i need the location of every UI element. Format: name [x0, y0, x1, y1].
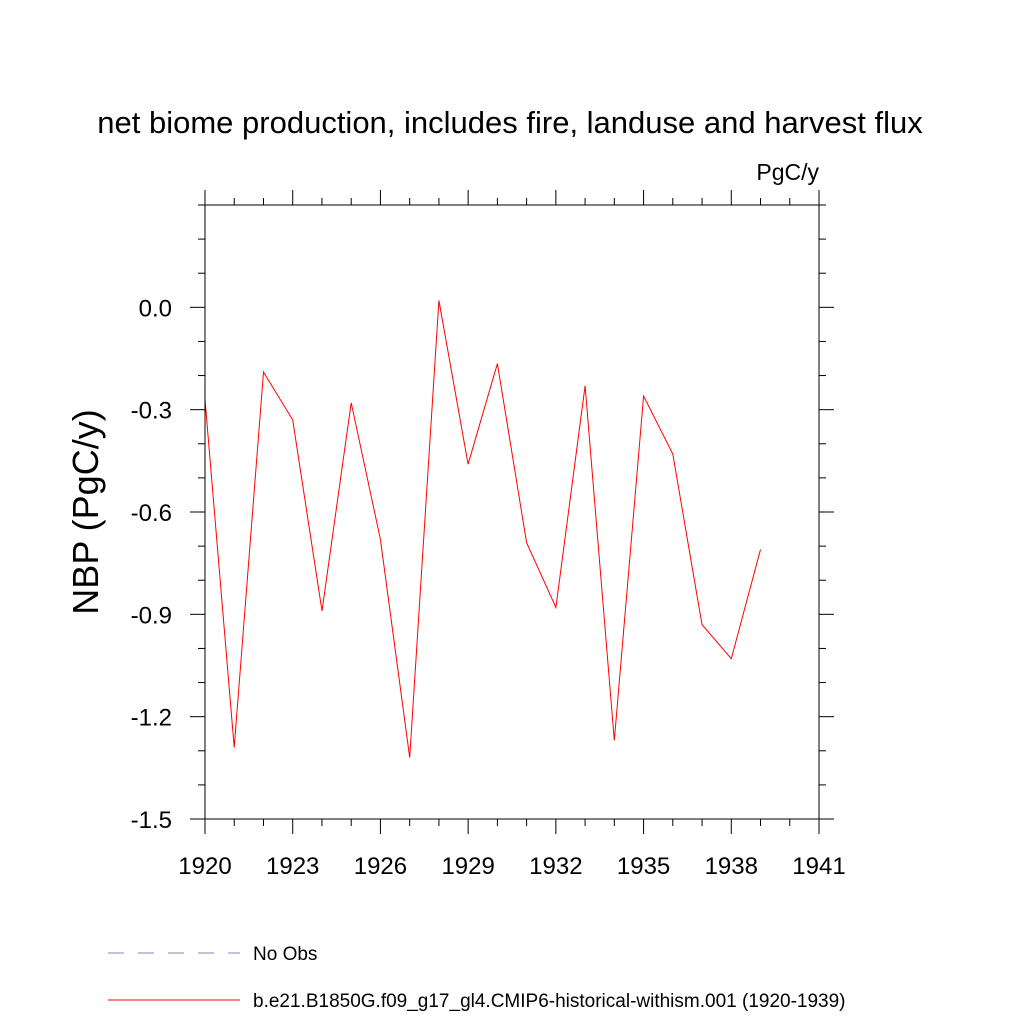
- y-tick-label: -0.3: [131, 398, 172, 425]
- plot-frame: [204, 204, 820, 820]
- legend: No Obs b.e21.B1850G.f09_g17_gl4.CMIP6-his…: [108, 944, 846, 1012]
- units-label: PgC/y: [756, 159, 819, 185]
- x-tick-label: 1926: [354, 853, 407, 880]
- x-tick-label: 1923: [266, 853, 319, 880]
- y-tick-label: -1.5: [131, 807, 172, 834]
- x-tick-label: 1941: [792, 853, 845, 880]
- series-line: [204, 300, 761, 758]
- axis-tick-labels: 1920 1923 1926 1929 1932 1935 1938 1941 -1.5 -1.2…: [131, 295, 846, 880]
- x-tick-label: 1932: [529, 853, 582, 880]
- legend-label: No Obs: [253, 944, 317, 965]
- axis-ticks: [190, 190, 834, 834]
- y-tick-label: 0.0: [139, 295, 172, 322]
- x-tick-label: 1929: [441, 853, 494, 880]
- y-tick-label: -1.2: [131, 705, 172, 732]
- y-axis-label: NBP (PgC/y): [65, 409, 106, 614]
- legend-label: b.e21.B1850G.f09_g17_gl4.CMIP6-historica…: [253, 991, 846, 1012]
- y-tick-label: -0.6: [131, 500, 172, 527]
- y-tick-label: -0.9: [131, 602, 172, 629]
- series-layer: [204, 300, 761, 758]
- chart-title: net biome production, includes fire, lan…: [97, 105, 923, 140]
- x-tick-label: 1935: [617, 853, 670, 880]
- x-tick-label: 1920: [178, 853, 231, 880]
- x-tick-label: 1938: [705, 853, 758, 880]
